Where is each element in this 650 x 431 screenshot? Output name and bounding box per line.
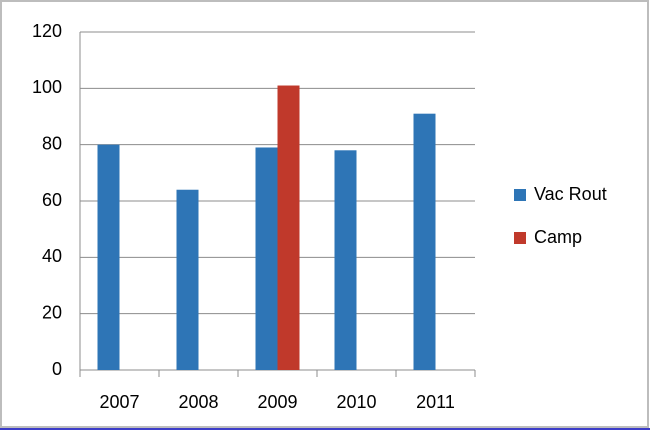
bar (334, 150, 357, 370)
y-tick-label: 80 (42, 133, 62, 153)
y-tick-label: 120 (32, 21, 62, 41)
bar (277, 85, 300, 371)
bar (176, 189, 199, 370)
x-tick-label: 2009 (257, 392, 297, 412)
y-tick-label: 40 (42, 246, 62, 266)
y-tick-label: 0 (52, 359, 62, 379)
legend-label: Camp (534, 227, 582, 247)
legend-swatch (514, 232, 526, 244)
x-tick-label: 2010 (336, 392, 376, 412)
y-tick-label: 20 (42, 302, 62, 322)
bar (97, 144, 120, 370)
legend-label: Vac Rout (534, 184, 607, 204)
bar (413, 113, 436, 370)
bar (255, 147, 278, 370)
y-tick-label: 60 (42, 190, 62, 210)
x-tick-label: 2011 (416, 392, 455, 412)
legend-swatch (514, 189, 526, 201)
y-tick-label: 100 (32, 77, 62, 97)
x-tick-label: 2008 (178, 392, 218, 412)
x-tick-label: 2007 (99, 392, 139, 412)
